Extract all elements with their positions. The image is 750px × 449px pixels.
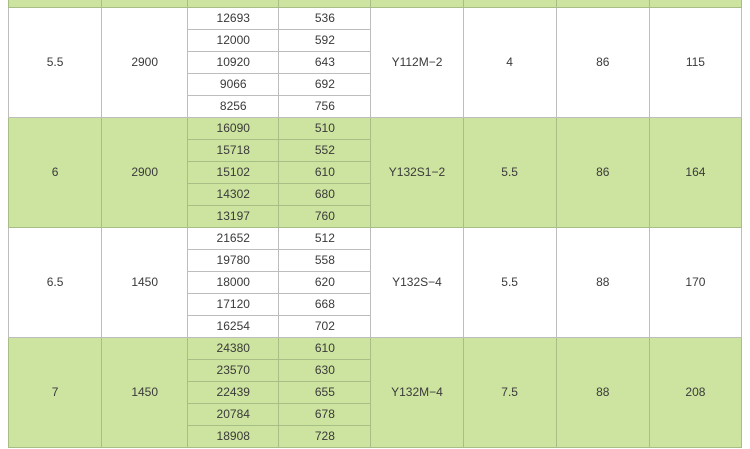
cell-speed: 1450 bbox=[101, 227, 189, 338]
cell-head: 18908 bbox=[187, 425, 280, 448]
cell-head: 8256 bbox=[187, 95, 280, 118]
cell-speed: 2900 bbox=[101, 7, 189, 118]
cell-efficiency bbox=[555, 0, 650, 8]
cell-lift: 643 bbox=[278, 51, 372, 74]
table-row: 12000 592 bbox=[9, 29, 742, 52]
cell-head: 12000 bbox=[187, 29, 280, 52]
cell-lift: 610 bbox=[278, 161, 372, 184]
cell-flow bbox=[7, 0, 103, 8]
cell-head: 15718 bbox=[187, 139, 280, 162]
cell-lift: 552 bbox=[278, 139, 372, 162]
table-row: 5.5 2900 12693 536 Y112M−2 4 86 115 bbox=[7, 7, 743, 118]
cell-head: 19780 bbox=[187, 249, 280, 272]
cell-power bbox=[462, 0, 557, 8]
cell-head: 16090 bbox=[187, 117, 280, 140]
cell-power: 4 bbox=[462, 7, 557, 118]
cell-efficiency: 88 bbox=[555, 337, 650, 448]
cell-lift: 630 bbox=[278, 359, 372, 382]
cell-head: 17120 bbox=[187, 293, 280, 316]
cell-head: 10920 bbox=[187, 51, 280, 74]
cell-head: 21652 bbox=[187, 227, 280, 250]
table-row: 18908 728 bbox=[9, 425, 742, 448]
cell-flow: 6.5 bbox=[7, 227, 103, 338]
cell-power: 5.5 bbox=[462, 227, 557, 338]
table-row: 7 1450 24380 610 Y132M−4 7.5 88 208 bbox=[7, 337, 743, 448]
cell-head: 14302 bbox=[187, 183, 280, 206]
cell-lift: 592 bbox=[278, 29, 372, 52]
table-row: 13197 760 bbox=[9, 205, 742, 228]
cell-speed bbox=[101, 0, 189, 8]
cell-motor-model: Y132S1−2 bbox=[370, 117, 464, 228]
cell-lift: 760 bbox=[278, 205, 372, 228]
cell-efficiency: 86 bbox=[555, 7, 650, 118]
cell-speed: 1450 bbox=[101, 337, 189, 448]
cell-lift: 692 bbox=[278, 73, 372, 96]
table-row: 15102 610 bbox=[9, 161, 742, 184]
table-row: 15718 552 bbox=[9, 139, 742, 162]
table-row: 8817752 bbox=[7, 0, 743, 8]
cell-head: 24380 bbox=[187, 337, 280, 360]
cell-head: 9066 bbox=[187, 73, 280, 96]
cell-lift: 702 bbox=[278, 315, 372, 338]
cell-head: 13197 bbox=[187, 205, 280, 228]
cell-head: 15102 bbox=[187, 161, 280, 184]
cell-motor-model: Y112M−2 bbox=[370, 7, 464, 118]
cell-lift: 655 bbox=[278, 381, 372, 404]
cell-head: 18000 bbox=[187, 271, 280, 294]
cell-motor-model bbox=[370, 0, 464, 8]
cell-lift: 558 bbox=[278, 249, 372, 272]
cell-efficiency: 88 bbox=[555, 227, 650, 338]
cell-power: 7.5 bbox=[462, 337, 557, 448]
cell-motor-model: Y132M−4 bbox=[370, 337, 464, 448]
table-row: 19780 558 bbox=[9, 249, 742, 272]
spec-table-container: 88177525.5290012693536Y112M−248611512000… bbox=[7, 0, 743, 448]
table-row: 23570 630 bbox=[9, 359, 742, 382]
cell-head: 12693 bbox=[187, 7, 280, 30]
cell-lift: 678 bbox=[278, 403, 372, 426]
table-row: 14302 680 bbox=[9, 183, 742, 206]
table-row: 16254 702 bbox=[9, 315, 742, 338]
cell-flow: 6 bbox=[7, 117, 103, 228]
table-body: 88177525.5290012693536Y112M−248611512000… bbox=[7, 0, 743, 448]
cell-lift: 610 bbox=[278, 337, 372, 360]
cell-head: 16254 bbox=[187, 315, 280, 338]
cell-lift: 510 bbox=[278, 117, 372, 140]
cell-lift: 536 bbox=[278, 7, 372, 30]
table-row: 6.5 1450 21652 512 Y132S−4 5.5 88 170 bbox=[7, 227, 743, 338]
cell-lift: 512 bbox=[278, 227, 372, 250]
cell-lift: 728 bbox=[278, 425, 372, 448]
table-row: 22439 655 bbox=[9, 381, 742, 404]
cell-head: 23570 bbox=[187, 359, 280, 382]
table-row: 20784 678 bbox=[9, 403, 742, 426]
cell-weight: 170 bbox=[648, 227, 743, 338]
cell-weight bbox=[648, 0, 743, 8]
cell-motor-model: Y132S−4 bbox=[370, 227, 464, 338]
cell-lift: 680 bbox=[278, 183, 372, 206]
cell-head: 20784 bbox=[187, 403, 280, 426]
cell-weight: 115 bbox=[648, 7, 743, 118]
cell-efficiency: 86 bbox=[555, 117, 650, 228]
table-row: 9066 692 bbox=[9, 73, 742, 96]
cell-power: 5.5 bbox=[462, 117, 557, 228]
table-row: 10920 643 bbox=[9, 51, 742, 74]
pump-motor-specification-table: 88177525.5290012693536Y112M−248611512000… bbox=[7, 0, 743, 448]
cell-speed: 2900 bbox=[101, 117, 189, 228]
cell-lift: 756 bbox=[278, 95, 372, 118]
cell-weight: 164 bbox=[648, 117, 743, 228]
cell-flow: 5.5 bbox=[7, 7, 103, 118]
cell-head: 22439 bbox=[187, 381, 280, 404]
cell-lift: 752 bbox=[278, 0, 372, 8]
cell-weight: 208 bbox=[648, 337, 743, 448]
cell-flow: 7 bbox=[7, 337, 103, 448]
table-row: 18000 620 bbox=[9, 271, 742, 294]
cell-lift: 620 bbox=[278, 271, 372, 294]
cell-lift: 668 bbox=[278, 293, 372, 316]
table-row: 6 2900 16090 510 Y132S1−2 5.5 86 164 bbox=[7, 117, 743, 228]
